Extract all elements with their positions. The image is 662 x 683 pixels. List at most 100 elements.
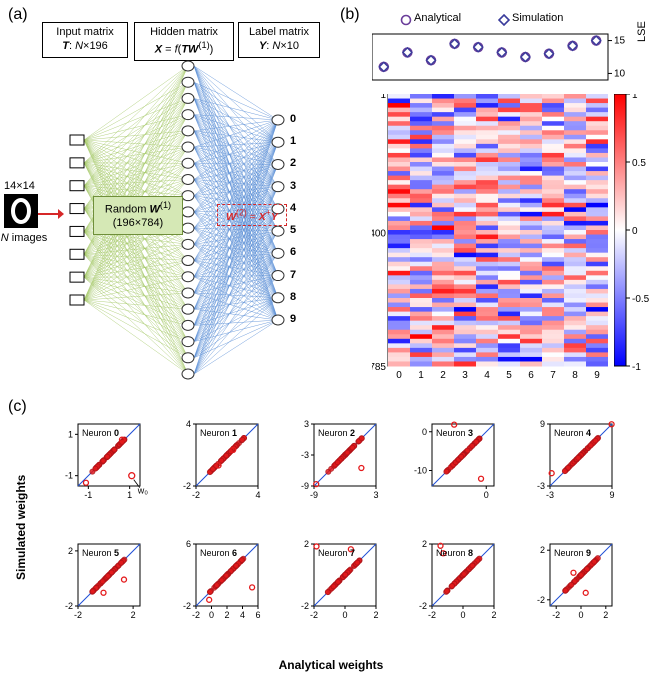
svg-text:4: 4: [240, 610, 245, 620]
panel-c-label: (c): [8, 398, 27, 416]
legend-simulation-marker: [498, 14, 510, 26]
sample-image: [4, 194, 38, 228]
svg-text:8: 8: [572, 370, 578, 380]
svg-text:6: 6: [186, 540, 191, 549]
svg-text:Neuron 3: Neuron 3: [436, 428, 473, 438]
neuron-plot-6: Neuron 6-20246-26: [172, 540, 280, 620]
svg-text:400: 400: [372, 229, 386, 240]
panel-a-label: (a): [8, 6, 28, 24]
output-digit-4: 4: [290, 202, 296, 214]
svg-text:10: 10: [614, 68, 626, 79]
neuron-plot-9: Neuron 9-202-22: [526, 540, 634, 620]
svg-text:Neuron 8: Neuron 8: [436, 548, 473, 558]
svg-text:4: 4: [186, 420, 191, 429]
box-input-matrix: Input matrix T: N×196: [42, 22, 128, 58]
svg-text:0: 0: [422, 427, 427, 437]
svg-text:-2: -2: [552, 610, 560, 620]
svg-text:-2: -2: [183, 481, 191, 491]
svg-text:Neuron 9: Neuron 9: [554, 548, 591, 558]
box-label-line2: Y: N×10: [243, 40, 315, 54]
svg-text:0: 0: [209, 610, 214, 620]
svg-text:9: 9: [609, 490, 614, 500]
svg-text:Neuron 2: Neuron 2: [318, 428, 355, 438]
heatmap: 14007850123456789: [372, 94, 608, 380]
svg-text:-1: -1: [65, 471, 73, 481]
svg-text:Neuron 4: Neuron 4: [554, 428, 591, 438]
svg-text:1: 1: [380, 94, 386, 101]
svg-text:Neuron 5: Neuron 5: [82, 548, 119, 558]
c-ylabel: Simulated weights: [14, 475, 28, 580]
image-size-label: 14×14: [4, 180, 35, 192]
svg-text:2: 2: [422, 540, 427, 549]
svg-text:-3: -3: [546, 490, 554, 500]
output-digit-3: 3: [290, 180, 296, 192]
neuron-plot-0: w₀Neuron 0-11-11: [54, 420, 162, 500]
svg-text:-1: -1: [632, 362, 641, 373]
svg-text:1: 1: [127, 490, 132, 500]
svg-text:-3: -3: [301, 450, 309, 460]
box-input-line2: T: N×196: [47, 40, 123, 54]
neuron-plot-8: Neuron 8 -2 0 2 -2 2: [408, 540, 516, 620]
svg-text:-2: -2: [419, 601, 427, 611]
svg-text:1: 1: [632, 94, 638, 101]
box-label-matrix: Label matrix Y: N×10: [238, 22, 320, 58]
output-digit-8: 8: [290, 291, 296, 303]
svg-text:2: 2: [224, 610, 229, 620]
output-digit-0: 0: [290, 113, 296, 125]
svg-text:-2: -2: [428, 610, 436, 620]
svg-text:2: 2: [131, 610, 136, 620]
svg-text:0.5: 0.5: [632, 158, 646, 169]
box-hidden-line1: Hidden matrix: [139, 26, 229, 40]
svg-text:6: 6: [255, 610, 260, 620]
svg-text:3: 3: [462, 370, 468, 380]
svg-text:Neuron 0: Neuron 0: [82, 428, 119, 438]
output-digit-5: 5: [290, 224, 296, 236]
output-digit-2: 2: [290, 157, 296, 169]
svg-text:0: 0: [460, 610, 465, 620]
svg-text:0: 0: [578, 610, 583, 620]
random-w-box: Random W(1)(196×784): [93, 196, 183, 235]
svg-text:4: 4: [255, 490, 260, 500]
neuron-plot-2: Neuron 2-93-9-33: [290, 420, 398, 500]
svg-text:-3: -3: [537, 481, 545, 491]
svg-text:2: 2: [304, 540, 309, 549]
svg-text:w₀: w₀: [137, 486, 148, 496]
svg-text:0: 0: [342, 610, 347, 620]
svg-text:2: 2: [603, 610, 608, 620]
svg-text:-2: -2: [192, 490, 200, 500]
svg-text:2: 2: [440, 370, 446, 380]
output-digit-6: 6: [290, 246, 296, 258]
neuron-plot-3: Neuron 30-100: [408, 420, 516, 500]
lse-chart: 1015: [372, 30, 632, 88]
box-input-line1: Input matrix: [47, 26, 123, 40]
svg-text:1: 1: [418, 370, 424, 380]
svg-text:9: 9: [594, 370, 600, 380]
svg-text:6: 6: [528, 370, 534, 380]
svg-text:-0.5: -0.5: [632, 294, 650, 305]
svg-text:2: 2: [491, 610, 496, 620]
svg-text:Neuron 6: Neuron 6: [200, 548, 237, 558]
svg-text:-2: -2: [192, 610, 200, 620]
panel-b-label: (b): [340, 6, 360, 24]
box-label-line1: Label matrix: [243, 26, 315, 40]
lse-ylabel: LSE: [636, 21, 648, 42]
colorbar: -1 -0.5 0 0.5 1: [614, 94, 658, 380]
svg-text:9: 9: [540, 420, 545, 429]
box-hidden-line2: X = f(TW(1)): [139, 40, 229, 57]
svg-text:-10: -10: [414, 466, 427, 476]
svg-text:3: 3: [373, 490, 378, 500]
svg-text:0: 0: [632, 226, 638, 237]
svg-text:-2: -2: [183, 601, 191, 611]
legend-simulation-text: Simulation: [512, 12, 563, 24]
svg-text:0: 0: [396, 370, 402, 380]
legend-analytical-text: Analytical: [414, 12, 461, 24]
svg-text:-2: -2: [301, 601, 309, 611]
neuron-plot-7: Neuron 7-202-22: [290, 540, 398, 620]
svg-text:1: 1: [68, 429, 73, 439]
w2-box: W(2) = X+Y: [217, 204, 287, 226]
neuron-plot-1: Neuron 1-24-24: [172, 420, 280, 500]
svg-text:4: 4: [484, 370, 490, 380]
svg-text:-2: -2: [310, 610, 318, 620]
box-hidden-matrix: Hidden matrix X = f(TW(1)): [134, 22, 234, 61]
svg-text:5: 5: [506, 370, 512, 380]
